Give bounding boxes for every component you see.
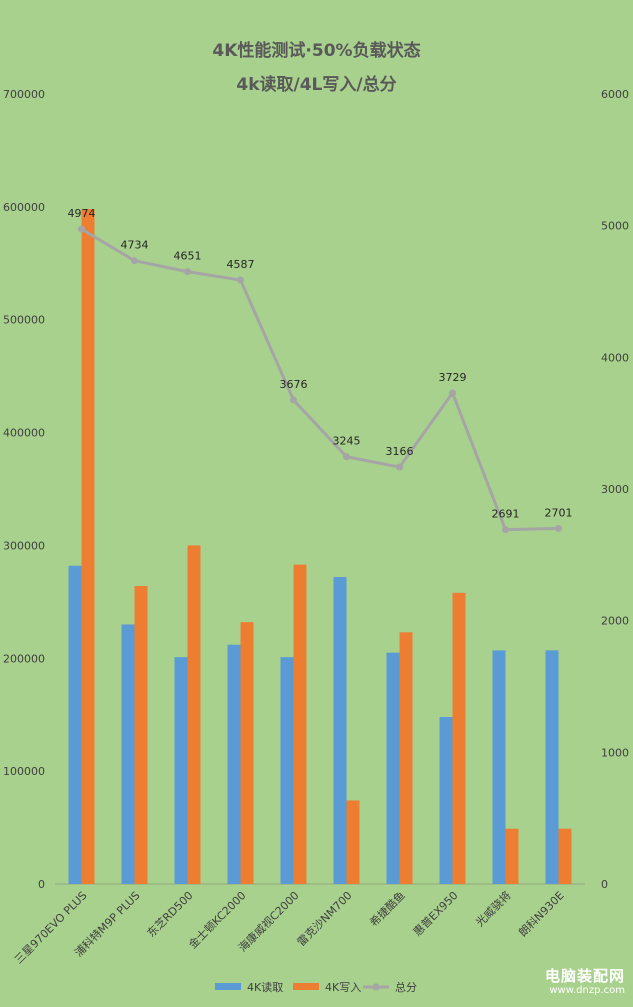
legend-bar-swatch <box>215 983 241 990</box>
bar-write <box>505 828 519 884</box>
total-score-point <box>343 453 350 461</box>
bar-read <box>386 652 400 884</box>
bar-read <box>280 657 294 884</box>
left-axis: 0 100000 200000 300000 400000 500000 600000 700… <box>3 88 45 891</box>
bar-write <box>240 622 254 884</box>
left-tick-label: 600000 <box>3 201 45 214</box>
bar-read <box>68 565 82 884</box>
chart-subtitle: 4k读取/4L写入/总分 <box>236 75 397 95</box>
legend: 4K读取 4K写入 总分 <box>215 980 417 994</box>
category-label: 希捷酷鱼 <box>367 888 408 929</box>
total-score-point <box>131 257 138 265</box>
total-score-data-label: 4734 <box>121 239 149 252</box>
bar-read <box>439 716 453 884</box>
watermark: 电脑装配网 www.dnzp.com <box>545 968 625 996</box>
left-tick-label: 100000 <box>3 765 45 778</box>
category-label: 东芝RD500 <box>145 889 196 940</box>
left-tick-label: 0 <box>38 878 45 891</box>
watermark-url: www.dnzp.com <box>549 984 625 996</box>
legend-bar-swatch <box>293 983 319 990</box>
right-tick-label: 2000 <box>601 615 629 628</box>
bar-write <box>452 592 466 884</box>
total-score-data-label: 4651 <box>174 250 202 263</box>
total-score-data-label: 3676 <box>280 378 308 391</box>
category-label: 惠普EX950 <box>410 888 461 939</box>
left-tick-label: 400000 <box>3 427 45 440</box>
bar-write <box>134 586 148 884</box>
total-score-point <box>449 389 456 397</box>
bar-write <box>293 564 307 884</box>
bar-read <box>545 650 559 884</box>
right-axis: 0 1000 2000 3000 4000 5000 6000 <box>601 88 629 891</box>
bar-read <box>492 650 506 884</box>
legend-marker <box>372 983 380 991</box>
left-tick-label: 700000 <box>3 88 45 101</box>
right-tick-label: 0 <box>601 878 608 891</box>
left-tick-label: 500000 <box>3 314 45 327</box>
category-label: 光威骁将 <box>473 888 514 929</box>
legend-label: 总分 <box>395 980 417 994</box>
total-score-data-label: 4974 <box>68 207 96 220</box>
total-score-point <box>184 268 191 276</box>
bar-write <box>81 209 95 885</box>
watermark-text: 电脑装配网 <box>544 967 625 985</box>
right-tick-label: 4000 <box>601 351 629 364</box>
total-score-line <box>80 227 559 532</box>
total-score-data-label: 3729 <box>439 371 467 384</box>
total-score-point <box>555 524 562 532</box>
right-tick-label: 6000 <box>601 88 629 101</box>
total-score-point <box>78 225 85 233</box>
bar-write <box>399 632 413 884</box>
bar-write <box>346 800 360 884</box>
bar-write <box>558 828 572 884</box>
line-series: 4974 4734 4651 4587 3676 3245 3166 3729 2691 2701 <box>68 207 573 534</box>
legend-label: 4K读取 <box>247 980 283 994</box>
chart-title: 4K性能测试·50%负载状态 <box>212 41 421 61</box>
category-label: 雷克沙NM700 <box>295 889 355 949</box>
total-score-data-label: 2691 <box>492 508 520 521</box>
left-tick-label: 200000 <box>3 652 45 665</box>
total-score-point <box>237 276 244 284</box>
total-score-point <box>396 463 403 471</box>
right-tick-label: 3000 <box>601 483 629 496</box>
legend-label: 4K写入 <box>325 981 361 994</box>
total-score-data-label: 3166 <box>386 445 414 458</box>
bar-read <box>121 624 135 884</box>
bar-series <box>68 209 572 885</box>
bar-read <box>174 657 188 884</box>
bar-read <box>227 644 241 884</box>
category-label: 朗科N930E <box>516 888 567 939</box>
left-tick-label: 300000 <box>3 539 45 552</box>
right-tick-label: 1000 <box>601 746 629 759</box>
right-tick-label: 5000 <box>601 220 629 233</box>
total-score-data-label: 4587 <box>227 258 255 271</box>
bar-write <box>187 545 201 884</box>
total-score-data-label: 3245 <box>333 435 361 448</box>
bar-read <box>333 577 347 884</box>
total-score-point <box>502 526 509 534</box>
total-score-point <box>290 396 297 404</box>
total-score-data-label: 2701 <box>545 506 573 519</box>
